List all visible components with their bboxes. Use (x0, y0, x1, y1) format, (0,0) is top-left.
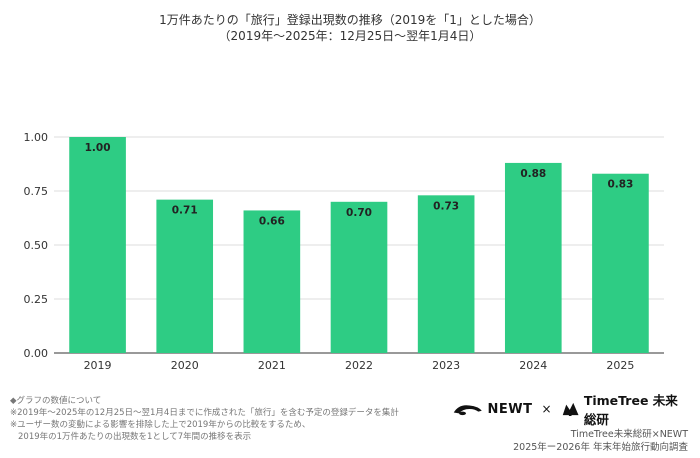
x-tick-label: 2024 (519, 359, 547, 372)
x-tick-label: 2025 (606, 359, 634, 372)
x-tick-label: 2023 (432, 359, 460, 372)
data-label: 0.88 (520, 168, 546, 180)
data-label: 0.73 (433, 200, 459, 212)
notes-heading: ◆グラフの数値について (10, 396, 102, 406)
newt-turtle-icon (453, 405, 482, 416)
data-label: 0.66 (259, 215, 285, 227)
bar-2024 (504, 162, 562, 353)
data-label: 0.70 (346, 207, 372, 219)
newt-logo-text: NEWT (487, 401, 533, 417)
partner-logos: NEWT × TimeTree 未来総研 (452, 393, 688, 427)
notes-line1: ※2019年〜2025年の12月25日〜翌1月4日までに作成された「旅行」を含む… (10, 408, 399, 418)
bar-2022 (330, 201, 388, 353)
notes-line3: 2019年の1万件あたりの出現数を1として7年間の推移を表示 (18, 432, 252, 442)
timetree-tree-icon (562, 402, 579, 417)
x-tick-label: 2021 (258, 359, 286, 372)
notes-line2: ※ユーザー数の変動による影響を排除した上で2019年からの比較をするため、 (10, 420, 311, 430)
chart-title-line2: （2019年〜2025年：12月25日〜翌年1月4日） (218, 29, 482, 43)
bar-2021 (243, 210, 301, 353)
x-tick-label: 2019 (84, 359, 112, 372)
bar-2023 (417, 195, 475, 353)
logo-cross: × (541, 402, 552, 416)
y-tick-label: 0.75 (24, 185, 49, 198)
credit-line2: 2025年ー2026年 年末年始旅行動向調査 (513, 442, 688, 453)
x-tick-label: 2020 (171, 359, 199, 372)
credit-line1: TimeTree未来総研×NEWT (570, 429, 688, 440)
bar-2025 (592, 173, 649, 353)
x-tick-label: 2022 (345, 359, 373, 372)
chart-title-line1: 1万件あたりの「旅行」登録出現数の推移（2019を「1」とした場合） (159, 13, 541, 27)
y-tick-label: 0.00 (24, 347, 49, 360)
y-tick-label: 1.00 (24, 131, 49, 144)
data-label: 0.83 (607, 179, 633, 191)
data-label: 1.00 (85, 142, 111, 154)
y-tick-label: 0.25 (24, 293, 49, 306)
bar-2019 (69, 137, 126, 353)
timetree-logo-text: TimeTree 未来総研 (583, 393, 678, 427)
y-tick-label: 0.50 (24, 239, 49, 252)
bar-2020 (156, 199, 214, 353)
data-label: 0.71 (172, 205, 198, 217)
